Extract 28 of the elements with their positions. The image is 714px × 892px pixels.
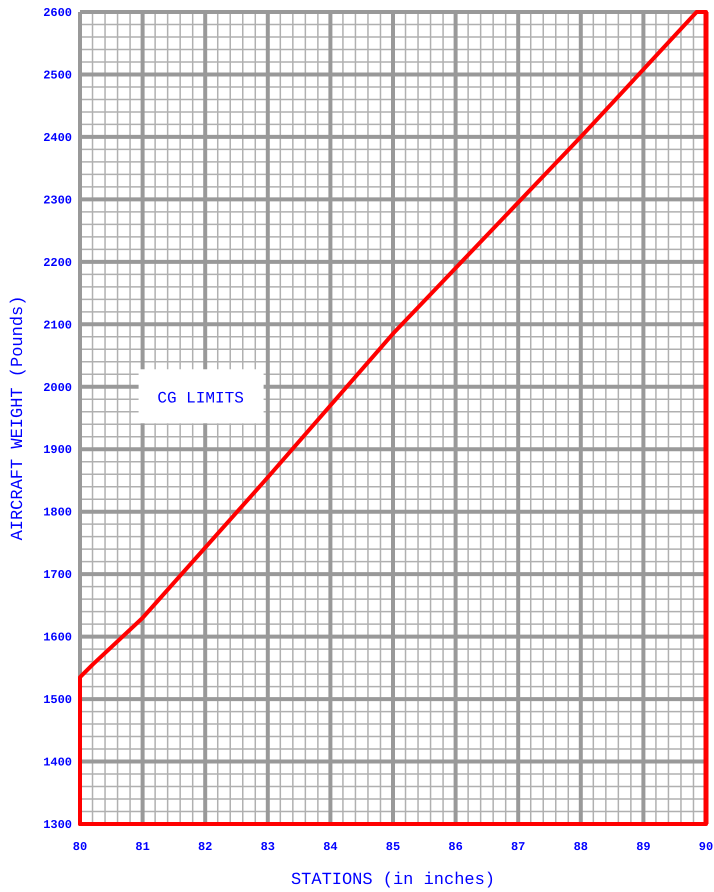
x-tick-label: 86 [448,840,463,854]
y-tick-label: 2000 [43,380,72,395]
y-tick-label: 1900 [43,443,72,458]
y-tick-label: 2500 [43,68,72,82]
y-axis-title: AIRCRAFT WEIGHT (Pounds) [9,296,28,540]
x-tick-label: 81 [135,840,150,854]
x-tick-label: 87 [510,840,526,854]
y-tick-label: 1800 [43,506,72,520]
x-axis-title: STATIONS (in inches) [290,871,496,890]
x-tick-label: 83 [260,840,276,854]
y-tick-label: 2100 [43,318,72,332]
y-tick-label: 2400 [43,130,72,145]
x-tick-label: 82 [198,840,212,854]
x-tick-label: 90 [698,840,714,854]
x-tick-label: 89 [636,840,651,854]
y-tick-label: 2600 [43,6,72,20]
y-tick-label: 1500 [43,693,72,708]
y-tick-label: 2300 [43,193,72,208]
y-tick-label: 1300 [43,818,72,832]
x-tick-label: 85 [386,840,400,854]
y-tick-label: 1400 [43,756,72,770]
y-tick-label: 1600 [43,630,72,645]
x-tick-label: 88 [574,840,588,854]
y-tick-label: 1700 [43,568,72,582]
x-tick-label: 80 [72,840,88,854]
annotation: CG LIMITS [157,389,244,408]
y-tick-label: 2200 [43,256,72,270]
x-tick-label: 84 [323,840,338,854]
